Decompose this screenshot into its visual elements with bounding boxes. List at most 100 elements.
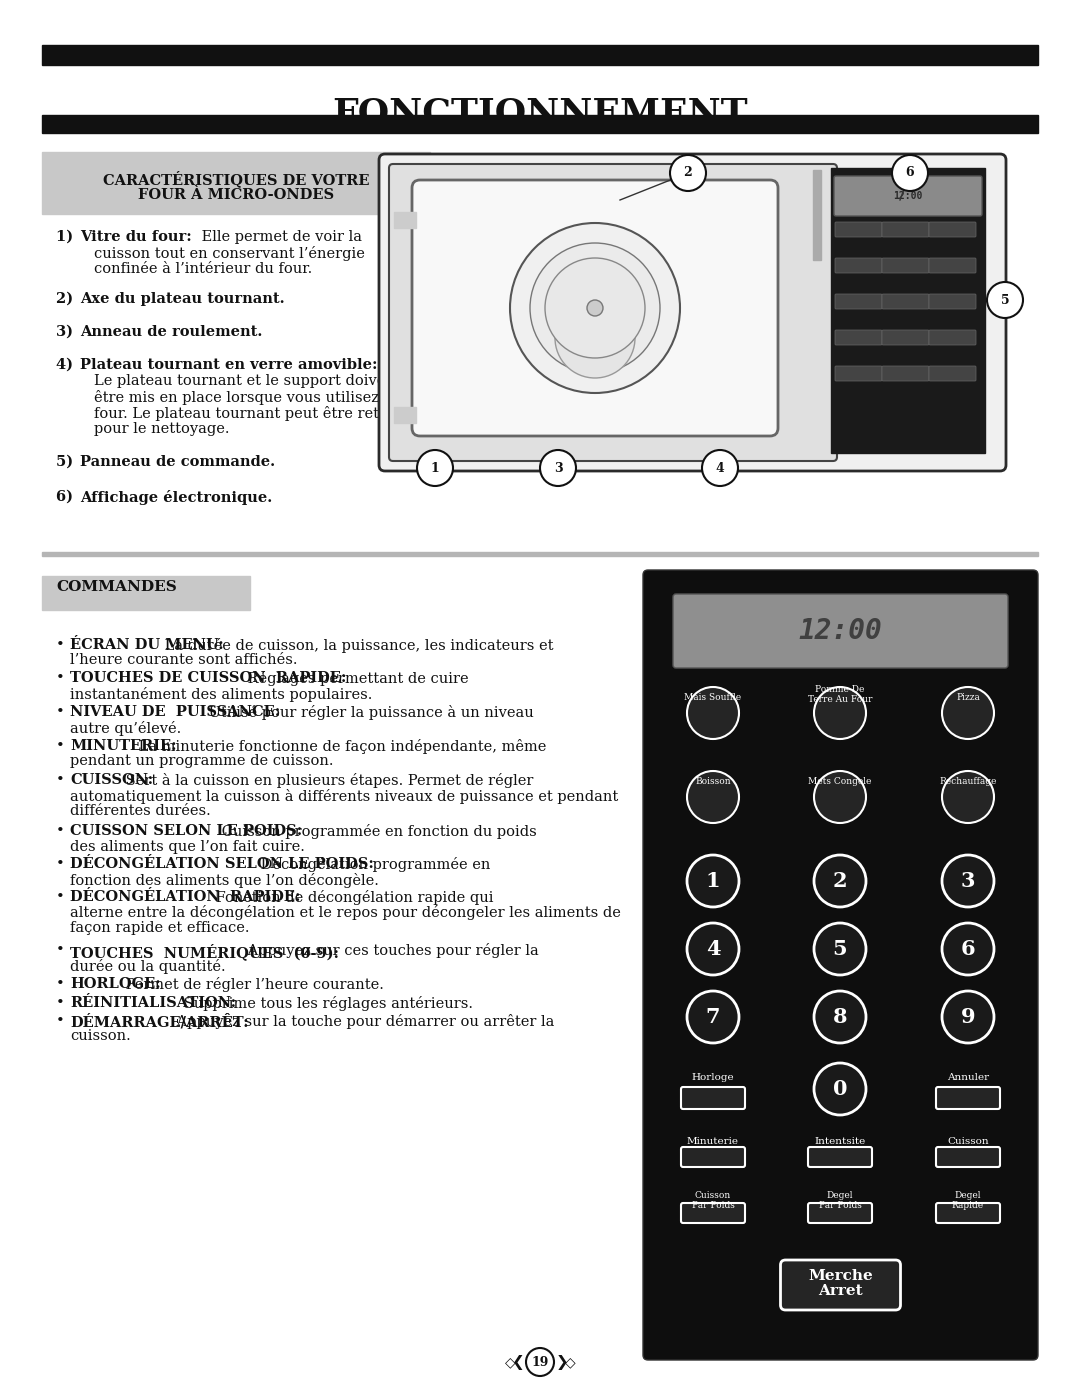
Text: Fonction de décongélation rapide qui: Fonction de décongélation rapide qui — [211, 890, 494, 905]
Text: Pomme De: Pomme De — [815, 685, 865, 694]
Circle shape — [545, 258, 645, 358]
Text: Permet de régler l’heure courante.: Permet de régler l’heure courante. — [121, 977, 384, 992]
Text: Degel: Degel — [955, 1192, 982, 1200]
Text: Décongélation programmée en: Décongélation programmée en — [256, 856, 490, 872]
Text: COMMANDES: COMMANDES — [56, 580, 177, 594]
Text: alterne entre la décongélation et le repos pour décongeler les aliments de: alterne entre la décongélation et le rep… — [70, 905, 621, 921]
Circle shape — [892, 155, 928, 191]
Text: FONCTIONNEMENT: FONCTIONNEMENT — [333, 96, 747, 131]
FancyBboxPatch shape — [379, 154, 1005, 471]
Bar — [394, 212, 416, 228]
FancyBboxPatch shape — [781, 1260, 901, 1310]
Text: cuisson.: cuisson. — [70, 1030, 131, 1044]
Text: La durée de cuisson, la puissance, les indicateurs et: La durée de cuisson, la puissance, les i… — [160, 638, 553, 652]
Text: 2: 2 — [833, 870, 848, 891]
Text: •: • — [56, 977, 69, 990]
Text: NIVEAU DE  PUISSANCE:: NIVEAU DE PUISSANCE: — [70, 705, 280, 719]
Text: Le plateau tournant et le support doivent: Le plateau tournant et le support doiven… — [94, 374, 401, 388]
Circle shape — [814, 687, 866, 739]
Text: Arret: Arret — [819, 1284, 863, 1298]
FancyBboxPatch shape — [808, 1203, 872, 1222]
Text: 1: 1 — [431, 461, 440, 475]
FancyBboxPatch shape — [882, 366, 929, 381]
FancyBboxPatch shape — [882, 258, 929, 272]
Text: 7: 7 — [705, 1007, 720, 1027]
Text: confinée à l’intérieur du four.: confinée à l’intérieur du four. — [94, 263, 312, 277]
Text: •: • — [56, 705, 69, 719]
Bar — [42, 576, 249, 610]
Text: 2: 2 — [684, 166, 692, 179]
Text: 5: 5 — [1001, 293, 1010, 306]
Text: Anneau de roulement.: Anneau de roulement. — [80, 326, 262, 339]
Text: Appuyez sur la touche pour démarrer ou arrêter la: Appuyez sur la touche pour démarrer ou a… — [173, 1014, 555, 1030]
Circle shape — [814, 923, 866, 975]
Text: 6): 6) — [56, 490, 78, 504]
Text: 4): 4) — [56, 358, 78, 372]
Text: 0: 0 — [833, 1078, 847, 1099]
Text: ❮: ❮ — [512, 1355, 525, 1369]
Text: 4: 4 — [705, 939, 720, 958]
Text: 9: 9 — [961, 1007, 975, 1027]
Text: 12:00: 12:00 — [798, 617, 882, 645]
Text: autre qu’élevé.: autre qu’élevé. — [70, 721, 181, 735]
Text: •: • — [56, 943, 69, 957]
Text: fonction des aliments que l’on décongèle.: fonction des aliments que l’on décongèle… — [70, 873, 379, 887]
Text: 3: 3 — [554, 461, 563, 475]
Text: 5): 5) — [56, 455, 78, 469]
FancyBboxPatch shape — [929, 293, 976, 309]
Circle shape — [555, 298, 635, 379]
FancyBboxPatch shape — [835, 330, 882, 345]
Text: des aliments que l’on fait cuire.: des aliments que l’on fait cuire. — [70, 840, 305, 854]
Text: CARACTÉRISTIQUES DE VOTRE: CARACTÉRISTIQUES DE VOTRE — [103, 170, 369, 187]
Text: Rapide: Rapide — [951, 1201, 984, 1210]
FancyBboxPatch shape — [673, 594, 1008, 668]
FancyBboxPatch shape — [643, 570, 1038, 1361]
Text: pour le nettoyage.: pour le nettoyage. — [94, 422, 229, 436]
Text: différentes durées.: différentes durées. — [70, 805, 211, 819]
Circle shape — [814, 771, 866, 823]
Circle shape — [687, 687, 739, 739]
Text: pendant un programme de cuisson.: pendant un programme de cuisson. — [70, 754, 334, 768]
FancyBboxPatch shape — [681, 1203, 745, 1222]
Text: Intentsite: Intentsite — [814, 1137, 866, 1146]
Text: Par Poids: Par Poids — [819, 1201, 862, 1210]
FancyBboxPatch shape — [882, 222, 929, 237]
Text: •: • — [56, 739, 69, 753]
Text: •: • — [56, 671, 69, 685]
Text: DÉMARRAGE/ARRÊT:: DÉMARRAGE/ARRÊT: — [70, 1014, 248, 1030]
Text: TOUCHES  NUMÉRIQUES  (0-9):: TOUCHES NUMÉRIQUES (0-9): — [70, 943, 339, 960]
Text: ◇: ◇ — [504, 1355, 515, 1369]
Bar — [831, 168, 985, 453]
Circle shape — [942, 855, 994, 907]
Text: Sert à la cuisson en plusieurs étapes. Permet de régler: Sert à la cuisson en plusieurs étapes. P… — [121, 773, 534, 788]
Text: •: • — [56, 996, 69, 1010]
Circle shape — [987, 282, 1023, 319]
Text: Appuyez sur ces touches pour régler la: Appuyez sur ces touches pour régler la — [243, 943, 539, 958]
Text: Cuisson: Cuisson — [947, 1137, 989, 1146]
FancyBboxPatch shape — [411, 180, 778, 436]
Circle shape — [540, 450, 576, 486]
Circle shape — [588, 300, 603, 316]
Text: •: • — [56, 856, 69, 870]
Text: 3: 3 — [961, 870, 975, 891]
FancyBboxPatch shape — [835, 258, 882, 272]
Text: 6: 6 — [961, 939, 975, 958]
Bar — [42, 115, 1038, 133]
Text: four. Le plateau tournant peut être retiré: four. Le plateau tournant peut être reti… — [94, 407, 400, 420]
Circle shape — [942, 923, 994, 975]
FancyBboxPatch shape — [835, 366, 882, 381]
Circle shape — [942, 771, 994, 823]
Circle shape — [942, 687, 994, 739]
Text: Par Poids: Par Poids — [691, 1201, 734, 1210]
Text: MINUTERIE:: MINUTERIE: — [70, 739, 177, 753]
Circle shape — [702, 450, 738, 486]
Text: Annuler: Annuler — [947, 1073, 989, 1083]
Text: •: • — [56, 824, 69, 838]
Text: l’heure courante sont affichés.: l’heure courante sont affichés. — [70, 654, 297, 668]
Text: Rechauffage: Rechauffage — [940, 777, 997, 787]
FancyBboxPatch shape — [882, 330, 929, 345]
Text: DÉCONGÉLATION SELON LE POIDS:: DÉCONGÉLATION SELON LE POIDS: — [70, 856, 374, 870]
FancyBboxPatch shape — [835, 222, 882, 237]
Circle shape — [687, 923, 739, 975]
FancyBboxPatch shape — [936, 1203, 1000, 1222]
